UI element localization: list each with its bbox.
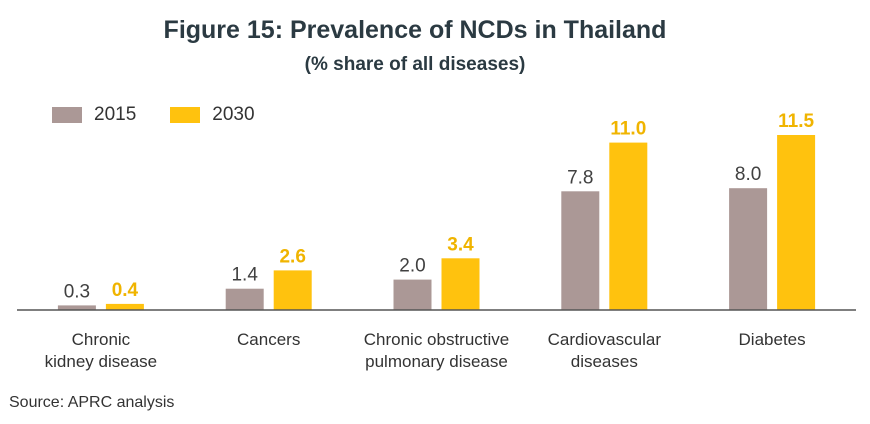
bar-2015-0: [57, 305, 96, 310]
data-label-2015-2: 2.0: [399, 256, 425, 277]
bar-2030-4: [777, 135, 816, 310]
bar-2015-2: [393, 279, 432, 310]
legend-item-2030: 2030: [170, 104, 255, 126]
category-label-3-1: diseases: [571, 352, 638, 371]
chart-legend: 2015 2030: [52, 104, 289, 126]
legend-swatch-2030: [170, 107, 201, 123]
source-note: Source: APRC analysis: [9, 394, 175, 411]
bar-2030-2: [441, 258, 480, 310]
data-label-2015-0: 0.3: [64, 281, 90, 302]
bar-2030-3: [609, 142, 648, 310]
bar-2015-3: [561, 191, 600, 310]
category-label-1-0: Cancers: [237, 330, 300, 349]
category-label-2-1: pulmonary disease: [365, 352, 508, 371]
data-label-2030-1: 2.6: [279, 246, 305, 267]
data-label-2015-1: 1.4: [231, 265, 258, 286]
data-label-2030-2: 3.4: [447, 234, 474, 255]
legend-item-2015: 2015: [52, 104, 136, 126]
category-label-0-0: Chronic: [72, 330, 131, 349]
legend-label-2030: 2030: [212, 104, 255, 125]
bar-chart: 0.3 0.4 Chronic kidney disease 1.4 2.6 Cancers…: [17, 111, 856, 371]
bar-2030-1: [273, 270, 312, 310]
data-label-2015-3: 7.8: [567, 167, 593, 188]
data-label-2030-0: 0.4: [112, 280, 139, 301]
bar-2015-1: [225, 288, 264, 310]
chart-title: Figure 15: Prevalence of NCDs in Thailan…: [163, 16, 667, 44]
category-label-4-0: Diabetes: [739, 330, 806, 349]
data-label-2030-3: 11.0: [610, 119, 646, 140]
chart-subtitle: (% share of all diseases): [304, 54, 526, 75]
category-label-3-0: Cardiovascular: [548, 330, 662, 349]
data-label-2030-4: 11.5: [778, 111, 814, 132]
legend-label-2015: 2015: [94, 104, 137, 125]
bar-2015-4: [729, 188, 768, 310]
bar-2030-0: [105, 303, 144, 310]
legend-swatch-2015: [52, 107, 82, 123]
category-label-0-1: kidney disease: [45, 352, 157, 371]
category-label-2-0: Chronic obstructive: [364, 330, 510, 349]
data-label-2015-4: 8.0: [735, 164, 761, 185]
